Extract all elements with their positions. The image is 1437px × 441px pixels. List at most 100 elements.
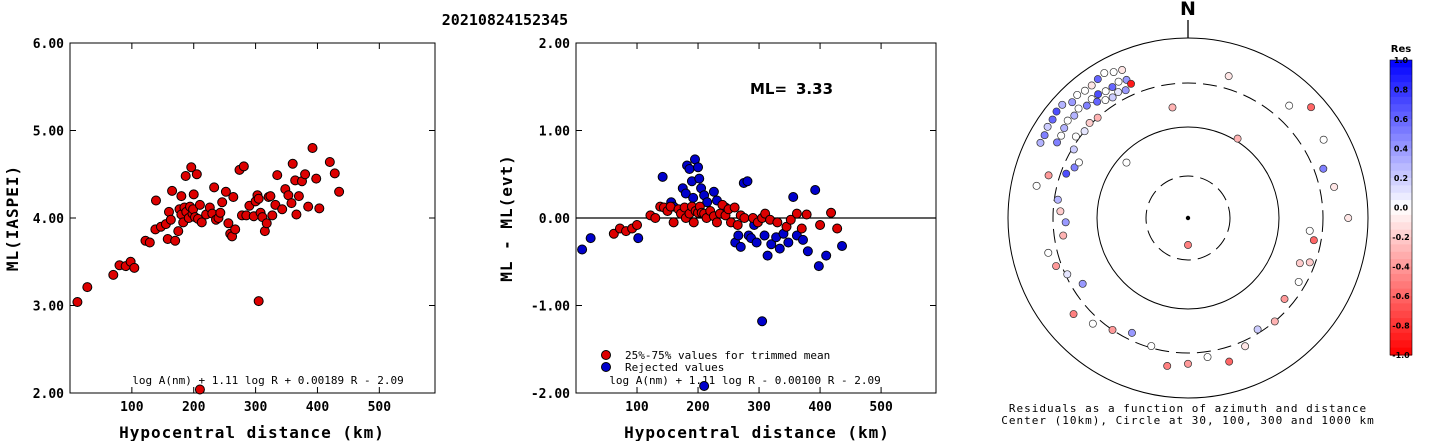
ml-point	[223, 218, 234, 229]
plot2-formula: log A(nm) + 1.11 log R - 0.00100 R - 2.0…	[609, 374, 881, 387]
station-residual-point	[1108, 325, 1117, 334]
station-residual-point	[1093, 113, 1102, 122]
ml-point	[253, 193, 264, 204]
accepted-point	[729, 202, 740, 213]
colorbar-tick-label: -1.0	[1392, 351, 1410, 360]
colorbar-segment	[1390, 347, 1412, 356]
station-residual-point	[1087, 81, 1096, 90]
station-residual-point	[1122, 158, 1131, 167]
station-residual-point	[1344, 214, 1353, 222]
ml-point	[176, 191, 187, 202]
station-residual-point	[1073, 90, 1082, 99]
station-residual-point	[1224, 72, 1233, 81]
station-residual-point	[1057, 131, 1066, 140]
ml-point	[180, 171, 191, 181]
station-residual-point	[1100, 69, 1109, 77]
ml-point	[265, 191, 276, 202]
station-residual-point	[1088, 319, 1097, 328]
colorbar-segment	[1390, 170, 1412, 179]
ml-point	[314, 203, 325, 214]
ml-point	[215, 207, 226, 218]
colorbar-segment	[1390, 192, 1412, 201]
station-residual-point	[1036, 138, 1045, 147]
azimuth-caption-line1: Residuals as a function of azimuth and d…	[1009, 402, 1367, 415]
plot2-ytick-label: -2.00	[531, 387, 570, 402]
station-residual-point	[1184, 241, 1192, 249]
rejected-point	[708, 186, 719, 197]
plot1-ylabel: ML(IASPEI)	[3, 165, 22, 271]
station-residual-point	[1070, 111, 1079, 120]
colorbar-segment	[1390, 340, 1412, 349]
ml-value: 3.33	[796, 80, 833, 98]
ml-point	[291, 209, 302, 220]
colorbar-segment	[1390, 281, 1412, 290]
station-residual-point	[1253, 325, 1262, 334]
plot1-xtick-label: 100	[120, 400, 144, 415]
station-residual-point	[1225, 357, 1234, 366]
ml-point	[272, 170, 283, 181]
ml-point	[220, 186, 231, 197]
ml-point	[191, 169, 202, 180]
station-residual-point	[1295, 259, 1304, 268]
colorbar-segment	[1390, 111, 1412, 120]
colorbar-segment	[1390, 96, 1412, 105]
colorbar-segment	[1390, 89, 1412, 98]
ml-point	[228, 192, 239, 202]
ml-point	[329, 168, 340, 179]
colorbar-title: Res	[1391, 44, 1411, 55]
ml-point	[253, 296, 264, 307]
colorbar-tick-label: -0.4	[1392, 263, 1410, 272]
station-residual-point	[1063, 270, 1072, 279]
rejected-point	[757, 316, 768, 327]
ml-point	[217, 197, 228, 208]
rejected-point	[759, 230, 770, 241]
station-residual-point	[1305, 226, 1314, 235]
plot1-ytick-label: 4.00	[33, 212, 64, 227]
station-residual-point	[1061, 218, 1070, 227]
accepted-point	[650, 213, 661, 223]
station-residual-point	[1101, 87, 1110, 96]
ml-point	[334, 186, 345, 197]
rejected-point	[633, 233, 644, 244]
station-residual-point	[1319, 135, 1328, 144]
rejected-point	[688, 192, 699, 203]
colorbar-segment	[1390, 60, 1412, 68]
plot1-xtick-label: 400	[306, 400, 330, 415]
rejected-point	[788, 192, 799, 202]
accepted-point	[801, 209, 812, 220]
station-residual-point	[1330, 182, 1339, 191]
station-residual-point	[1048, 115, 1057, 124]
station-residual-point	[1032, 181, 1041, 190]
rejected-point	[577, 244, 588, 255]
station-residual-point	[1309, 236, 1318, 245]
station-residual-point	[1080, 127, 1089, 136]
legend-accepted-marker	[601, 350, 611, 360]
rejected-point	[735, 241, 746, 252]
residual-vs-distance-plot: ML - ML(evt) Hypocentral distance (km) M…	[497, 37, 937, 441]
station-residual-point	[1270, 317, 1279, 326]
plot1-ytick-label: 2.00	[33, 387, 64, 402]
ml-point	[129, 262, 140, 273]
colorbar-segment	[1390, 222, 1412, 231]
colorbar-segment	[1390, 266, 1412, 275]
colorbar-segment	[1390, 310, 1412, 319]
ml-point	[300, 169, 311, 180]
ml-point	[188, 189, 199, 200]
colorbar-segment	[1390, 237, 1412, 245]
plot2-xtick-label: 200	[686, 400, 710, 415]
legend-rejected-marker	[601, 362, 611, 372]
ring-1000km	[1007, 37, 1369, 399]
station-residual-point	[1093, 75, 1102, 84]
accepted-point	[826, 207, 837, 218]
azimuth-caption-line2: Center (10km), Circle at 30, 100, 300 an…	[1001, 414, 1375, 427]
station-residual-point	[1163, 361, 1172, 370]
ml-point	[311, 173, 322, 184]
plot1-xtick-label: 300	[244, 400, 268, 415]
station-residual-point	[1114, 77, 1123, 86]
accepted-point	[711, 217, 722, 228]
colorbar-segment	[1390, 178, 1412, 186]
rejected-point	[821, 250, 832, 261]
accepted-point	[668, 217, 679, 228]
station-residual-point	[1053, 138, 1062, 147]
rejected-point	[585, 233, 596, 244]
